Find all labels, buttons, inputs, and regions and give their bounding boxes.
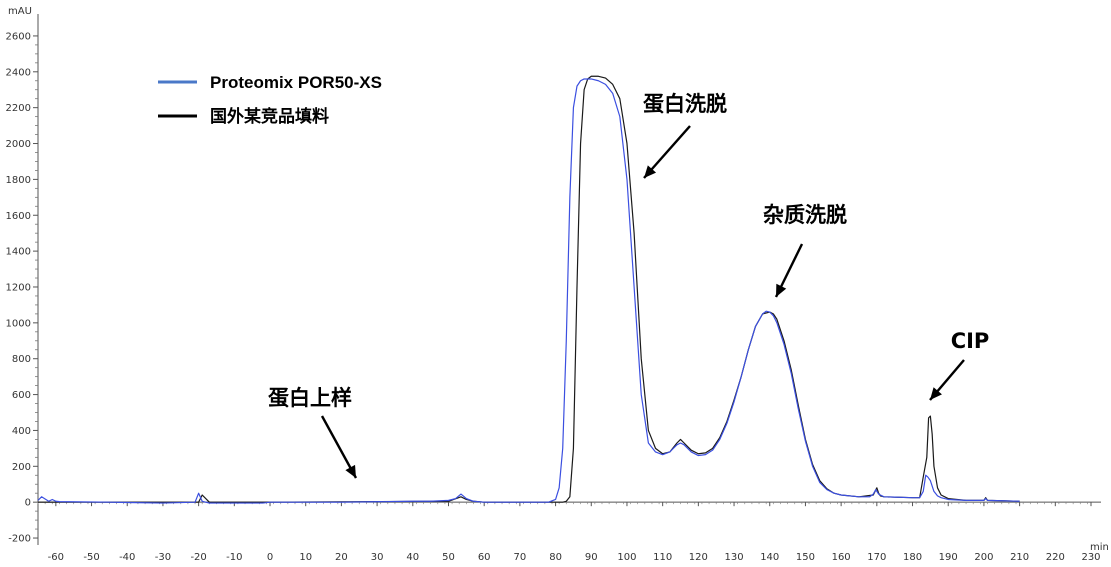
annotation-arrows	[320, 125, 965, 479]
x-tick-label: 100	[617, 552, 636, 563]
x-tick-label: 190	[939, 552, 958, 563]
y-tick-label: 0	[25, 498, 31, 509]
x-tick-label: 90	[585, 552, 598, 563]
x-tick-label: 30	[371, 552, 384, 563]
y-tick-label: 400	[12, 426, 31, 437]
arrow-head-3	[930, 387, 942, 400]
x-tick-label: -20	[190, 552, 206, 563]
y-tick-label: 2000	[6, 139, 31, 150]
y-tick-label: 1800	[6, 175, 31, 186]
axes: mAU min	[8, 6, 1109, 553]
y-tick-label: 2600	[6, 31, 31, 42]
x-tick-label: 220	[1046, 552, 1065, 563]
y-tick-label: 200	[12, 462, 31, 473]
y-tick-label: 1600	[6, 211, 31, 222]
y-tick-label: -200	[8, 534, 31, 545]
x-tick-label: 170	[867, 552, 886, 563]
y-tick-label: 600	[12, 390, 31, 401]
x-tick-label: 40	[406, 552, 419, 563]
series-layer	[37, 75, 1020, 504]
y-tick-label: 800	[12, 354, 31, 365]
x-tick-label: 110	[653, 552, 672, 563]
x-tick-label: 50	[442, 552, 455, 563]
annotation-label-2: 杂质洗脱	[763, 203, 847, 227]
legend-label-1: 国外某竞品填料	[210, 106, 329, 126]
annotation-label-0: 蛋白上样	[268, 386, 352, 410]
x-tick-label: 200	[974, 552, 993, 563]
x-tick-label: 10	[299, 552, 312, 563]
series-line-0	[37, 78, 1020, 504]
annotation-label-3: CIP	[951, 329, 990, 353]
y-tick-label: 2200	[6, 103, 31, 114]
x-tick-label: 80	[549, 552, 562, 563]
arrow-head-2	[776, 283, 787, 297]
x-tick-label: -30	[155, 552, 171, 563]
y-unit-label: mAU	[8, 6, 32, 17]
y-tick-label: 1000	[6, 318, 31, 329]
x-unit-label: min	[1090, 542, 1109, 553]
series-line-1	[38, 75, 1020, 503]
y-tick-label: 1400	[6, 247, 31, 258]
x-tick-label: 140	[760, 552, 779, 563]
x-tick-label: 20	[335, 552, 348, 563]
tick-marks: -200020040060080010001200140016001800200…	[6, 31, 1101, 563]
legend-label-0: Proteomix POR50-XS	[210, 73, 382, 92]
y-tick-label: 1200	[6, 282, 31, 293]
x-tick-label: 70	[514, 552, 527, 563]
y-tick-label: 2400	[6, 67, 31, 78]
x-tick-label: 210	[1010, 552, 1029, 563]
legend: Proteomix POR50-XS 国外某竞品填料	[158, 73, 382, 126]
x-tick-label: 130	[725, 552, 744, 563]
x-tick-label: 0	[267, 552, 273, 563]
arrow-head-0	[345, 464, 356, 478]
x-tick-label: -60	[48, 552, 64, 563]
arrow-head-1	[644, 165, 657, 178]
x-tick-label: 160	[832, 552, 851, 563]
x-tick-label: -50	[83, 552, 99, 563]
x-tick-label: 150	[796, 552, 815, 563]
x-tick-label: -10	[226, 552, 242, 563]
x-tick-label: -40	[119, 552, 135, 563]
x-tick-label: 60	[478, 552, 491, 563]
x-tick-label: 180	[903, 552, 922, 563]
x-tick-label: 120	[689, 552, 708, 563]
annotation-label-1: 蛋白洗脱	[643, 92, 727, 116]
x-tick-label: 230	[1081, 552, 1100, 563]
